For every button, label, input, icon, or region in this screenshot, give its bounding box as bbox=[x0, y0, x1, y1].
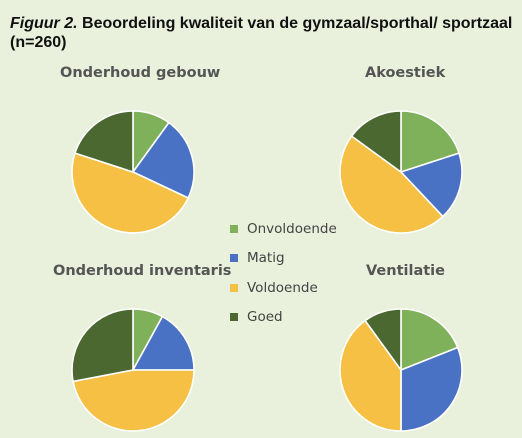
legend-item-goed: Goed bbox=[230, 303, 337, 333]
pie-title-akoestiek: Akoestiek bbox=[365, 65, 446, 81]
pie-onderhoud-gebouw bbox=[71, 110, 195, 234]
pie-slice-onderhoud-inventaris-goed bbox=[71, 308, 134, 383]
figure-label: Figuur 2. bbox=[10, 15, 78, 32]
pie-slice-akoestiek-voldoende bbox=[339, 135, 444, 234]
pie-slice-ventilatie-voldoende bbox=[339, 319, 402, 432]
pie-slice-onderhoud-gebouw-goed bbox=[74, 110, 134, 173]
legend-item-voldoende: Voldoende bbox=[230, 273, 337, 303]
legend-item-matig: Matig bbox=[230, 244, 337, 274]
pie-slice-onderhoud-inventaris-matig bbox=[132, 315, 195, 371]
legend: Onvoldoende Matig Voldoende Goed bbox=[230, 214, 337, 332]
pie-slice-onderhoud-gebouw-voldoende bbox=[71, 152, 189, 234]
pie-ventilatie bbox=[339, 308, 463, 432]
figure-title-text: Beoordeling kwaliteit van de gymzaal/spo… bbox=[10, 15, 513, 51]
pie-slice-ventilatie-matig bbox=[400, 346, 463, 432]
pie-slice-akoestiek-goed bbox=[350, 110, 402, 173]
pie-slice-akoestiek-onvoldoende bbox=[400, 110, 460, 173]
figure-title: Figuur 2. Beoordeling kwaliteit van de g… bbox=[10, 14, 515, 52]
pie-title-onderhoud-inventaris: Onderhoud inventaris bbox=[53, 263, 232, 279]
legend-swatch bbox=[230, 283, 238, 292]
legend-item-onvoldoende: Onvoldoende bbox=[230, 214, 337, 244]
legend-swatch bbox=[230, 224, 238, 233]
pie-slice-akoestiek-matig bbox=[400, 152, 463, 218]
pie-onderhoud-inventaris bbox=[71, 308, 195, 432]
pie-title-ventilatie: Ventilatie bbox=[366, 263, 445, 279]
pie-slice-onderhoud-inventaris-voldoende bbox=[72, 369, 195, 432]
legend-swatch bbox=[230, 254, 238, 263]
legend-swatch bbox=[230, 313, 238, 322]
legend-label: Onvoldoende bbox=[247, 220, 337, 237]
pie-slice-ventilatie-onvoldoende bbox=[400, 308, 459, 371]
pie-akoestiek bbox=[339, 110, 463, 234]
legend-label: Matig bbox=[247, 250, 285, 267]
pie-title-onderhoud-gebouw: Onderhoud gebouw bbox=[60, 65, 221, 81]
legend-label: Goed bbox=[247, 309, 283, 326]
legend-label: Voldoende bbox=[247, 279, 318, 296]
pie-slice-ventilatie-goed bbox=[364, 308, 402, 371]
